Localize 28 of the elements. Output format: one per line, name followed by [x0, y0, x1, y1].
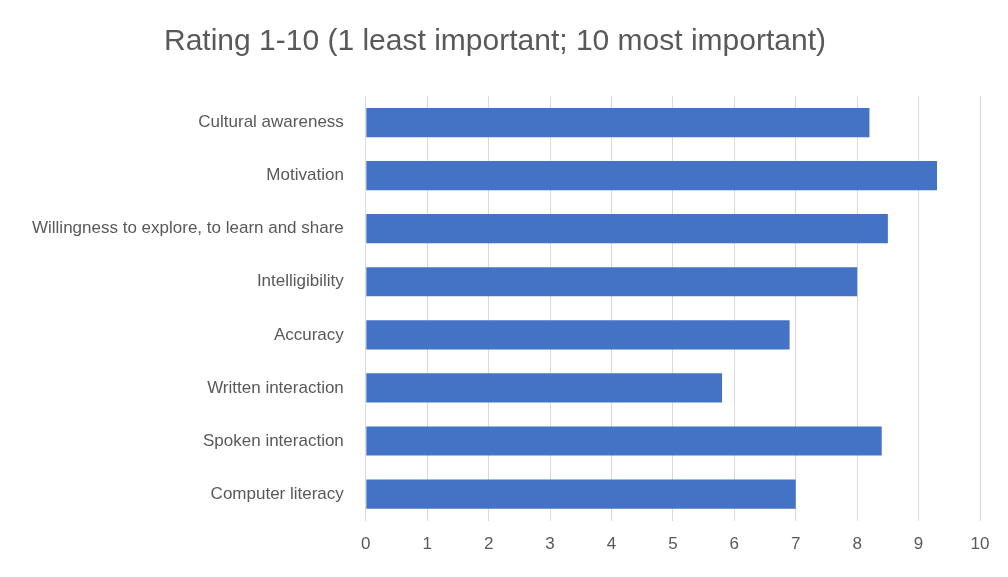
bar [366, 214, 888, 244]
bar [366, 107, 870, 138]
y-tick-label: Accuracy [273, 324, 345, 344]
x-tick-label: 2 [483, 534, 494, 554]
bar [366, 426, 882, 456]
y-tick-label: Willingness to explore, to learn and share [31, 218, 344, 238]
x-tick-label: 10 [970, 534, 990, 554]
y-tick-label: Motivation [266, 165, 344, 185]
x-tick-label: 9 [913, 534, 924, 554]
bar [366, 161, 938, 191]
y-tick-label: Intelligibility [256, 271, 345, 291]
x-tick-label: 5 [668, 534, 678, 554]
x-tick-label: 4 [606, 534, 617, 554]
x-tick-label: 6 [729, 534, 740, 554]
x-tick-label: 1 [422, 534, 432, 554]
x-tick-label: 3 [545, 534, 555, 554]
y-tick-label: Spoken interaction [203, 430, 344, 450]
chart-title: Rating 1-10 (1 least important; 10 most important) [164, 23, 826, 57]
x-tick-label: 7 [791, 534, 801, 554]
y-tick-label: Cultural awareness [198, 112, 344, 132]
bar [366, 373, 723, 403]
bar [366, 320, 790, 350]
bar [366, 267, 858, 297]
x-tick-label: 0 [361, 534, 371, 554]
x-tick-label: 8 [852, 534, 862, 554]
y-tick-label: Written interaction [207, 377, 344, 397]
y-tick-label: Computer literacy [210, 483, 345, 503]
bar [366, 479, 796, 509]
